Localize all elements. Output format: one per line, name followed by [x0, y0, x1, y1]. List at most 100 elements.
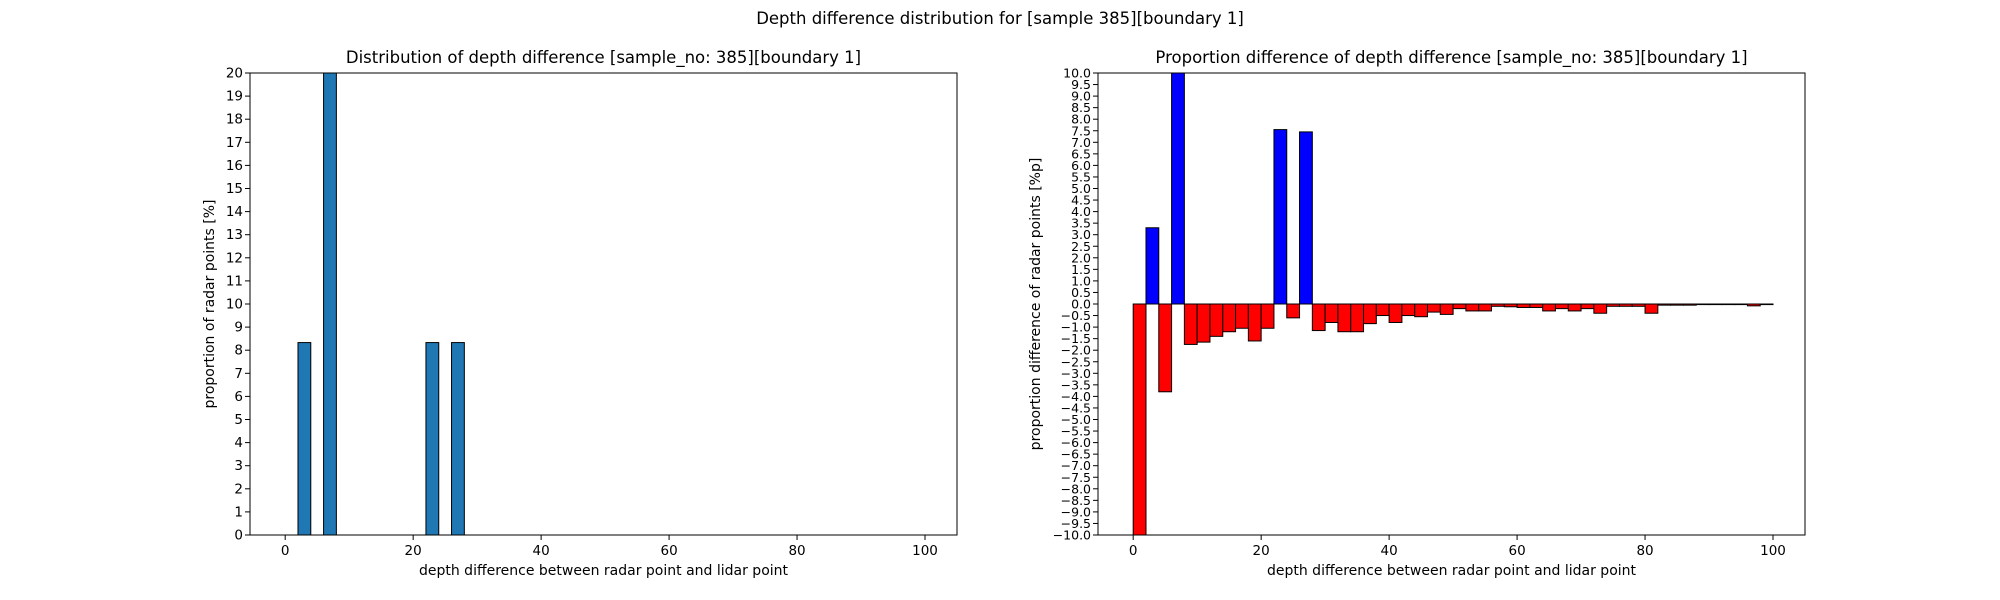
right-bar-20: [1388, 303, 1403, 323]
right-bar-42: [1670, 303, 1684, 306]
right-y-tick-label-4: −8.0: [1061, 481, 1091, 496]
left-y-axis-label: proportion of radar points [%]: [202, 199, 218, 408]
left-y-tick-label-0: 0: [234, 528, 243, 544]
right-bar-13: [1299, 131, 1313, 305]
right-bar-37: [1606, 303, 1620, 307]
right-y-tick-label-12: −4.0: [1061, 389, 1091, 404]
right-y-tick-label-22: 1.0: [1071, 273, 1091, 288]
right-bar-21: [1401, 303, 1416, 317]
right-bar-18: [1363, 303, 1377, 325]
left-subplot: Distribution of depth difference [sample…: [202, 48, 958, 579]
left-y-tick-label-14: 14: [226, 204, 243, 220]
right-bar-47: [1734, 303, 1748, 306]
left-y-tick-label-10: 10: [226, 297, 243, 313]
right-y-tick-label-39: 9.5: [1071, 77, 1091, 92]
right-y-tick-label-34: 7.0: [1071, 135, 1091, 150]
right-x-tick-label-1: 20: [1253, 543, 1270, 559]
right-y-tick-label-3: −8.5: [1061, 493, 1091, 508]
right-bar-36: [1593, 303, 1608, 314]
right-y-tick-label-27: 3.5: [1071, 216, 1091, 231]
right-y-tick-label-25: 2.5: [1071, 239, 1091, 254]
right-bar-2: [1158, 303, 1173, 393]
left-y-tick-label-17: 17: [226, 135, 243, 151]
right-y-tick-label-37: 8.5: [1071, 100, 1091, 115]
right-bar-8: [1235, 303, 1249, 329]
left-bar-0: [297, 342, 312, 536]
right-bar-15: [1324, 303, 1339, 323]
right-y-tick-label-1: −9.5: [1061, 516, 1091, 531]
right-bar-27: [1478, 303, 1492, 312]
right-y-tick-label-10: −5.0: [1061, 412, 1091, 427]
right-y-tick-label-2: −9.0: [1061, 504, 1091, 519]
left-y-tick-label-9: 9: [234, 320, 243, 336]
right-bar-31: [1529, 303, 1544, 308]
right-bar-0: [1132, 303, 1147, 536]
right-y-tick-label-32: 6.0: [1071, 158, 1091, 173]
left-x-tick-label-5: 100: [912, 543, 938, 559]
right-x-tick-label-0: 0: [1129, 543, 1138, 559]
right-y-tick-label-24: 2.0: [1071, 250, 1091, 265]
right-y-tick-label-31: 5.5: [1071, 169, 1091, 184]
right-subplot: Proportion difference of depth differenc…: [1028, 48, 1806, 579]
right-y-tick-label-23: 1.5: [1071, 262, 1091, 277]
left-bar-3: [451, 342, 465, 536]
right-bar-35: [1580, 303, 1595, 310]
left-plot-area: 0 20 40 60 80 1000123456789101112131415161718…: [226, 66, 938, 560]
right-bar-29: [1503, 303, 1518, 308]
left-y-tick-label-11: 11: [226, 273, 243, 289]
right-y-axis-label: proportion difference of radar points [%…: [1028, 158, 1044, 451]
right-plot-area: 0 20 40 60 80 100 −10.0−9.5−9.0−8.5−8.0−7.5−7.…: [1053, 66, 1786, 560]
right-y-tick-label-30: 5.0: [1071, 181, 1091, 196]
right-bar-7: [1222, 303, 1237, 333]
left-x-tick-label-1: 20: [405, 543, 422, 559]
right-y-tick-label-5: −7.5: [1061, 470, 1091, 485]
right-bar-39: [1631, 303, 1646, 307]
left-y-tick-label-1: 1: [234, 504, 243, 520]
right-y-tick-label-13: −3.5: [1061, 377, 1091, 392]
right-y-tick-label-0: −10.0: [1053, 528, 1091, 543]
right-y-tick-label-18: −1.0: [1061, 320, 1091, 335]
right-x-tick-label-5: 100: [1760, 543, 1786, 559]
right-y-tick-label-33: 6.5: [1071, 146, 1091, 161]
right-y-tick-label-36: 8.0: [1071, 112, 1091, 127]
left-bar-1: [323, 72, 337, 536]
right-bar-19: [1375, 303, 1390, 317]
right-bar-6: [1209, 303, 1224, 337]
right-bar-4: [1183, 303, 1198, 345]
right-bar-9: [1247, 303, 1262, 342]
right-bar-25: [1452, 303, 1467, 310]
right-x-tick-label-2: 40: [1381, 543, 1398, 559]
left-y-tick-label-15: 15: [226, 181, 243, 197]
left-x-tick-label-4: 80: [788, 543, 805, 559]
right-y-tick-label-15: −2.5: [1061, 354, 1091, 369]
right-bar-34: [1567, 303, 1582, 312]
left-y-tick-label-5: 5: [234, 412, 243, 428]
right-y-tick-label-20: 0.0: [1071, 297, 1091, 312]
right-bar-5: [1196, 303, 1211, 343]
right-bar-3: [1171, 72, 1185, 305]
right-bar-45: [1708, 303, 1723, 306]
figure-title: Depth difference distribution for [sampl…: [756, 9, 1244, 28]
left-x-axis-label: depth difference between radar point and…: [419, 563, 789, 579]
right-bar-26: [1465, 303, 1480, 312]
left-y-tick-label-8: 8: [234, 343, 243, 359]
right-bar-32: [1542, 303, 1556, 312]
right-y-tick-label-19: −0.5: [1061, 308, 1091, 323]
right-bar-30: [1516, 303, 1531, 308]
right-x-tick-label-4: 80: [1636, 543, 1653, 559]
right-y-tick-label-21: 0.5: [1071, 285, 1091, 300]
left-x-tick-label-0: 0: [281, 543, 290, 559]
right-bar-1: [1145, 227, 1160, 305]
right-bar-22: [1414, 303, 1429, 318]
right-y-tick-label-6: −7.0: [1061, 458, 1091, 473]
right-bar-12: [1286, 303, 1301, 319]
right-x-axis-label: depth difference between radar point and…: [1267, 563, 1637, 579]
right-y-tick-label-11: −4.5: [1061, 400, 1091, 415]
left-chart-title: Distribution of depth difference [sample…: [346, 48, 861, 68]
right-bar-44: [1695, 303, 1710, 306]
left-y-tick-label-4: 4: [234, 435, 243, 451]
right-y-tick-label-40: 10.0: [1063, 66, 1091, 81]
right-y-tick-label-17: −1.5: [1061, 331, 1091, 346]
right-bar-10: [1260, 303, 1275, 329]
